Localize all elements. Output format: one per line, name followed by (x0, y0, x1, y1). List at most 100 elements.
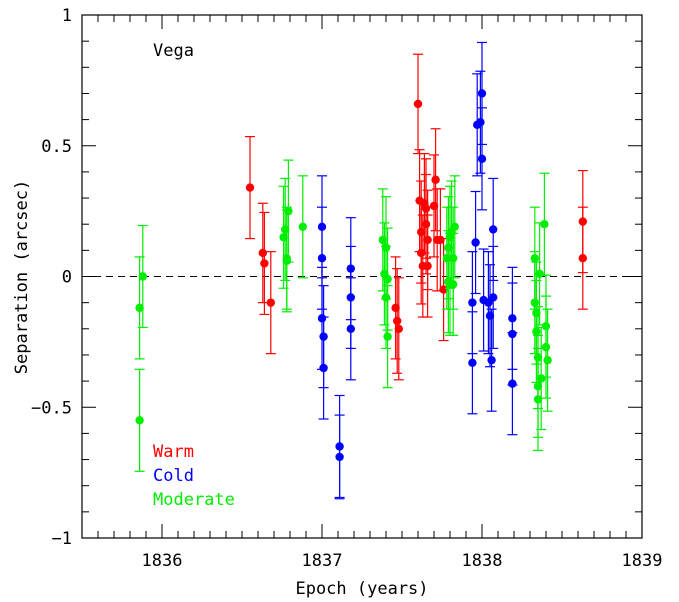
point-marker (540, 220, 549, 229)
point-marker (383, 274, 392, 284)
y-tick-label: −1 (52, 529, 72, 549)
point-marker (537, 374, 546, 383)
moderate-data-point (536, 326, 547, 431)
moderate-data-point (448, 232, 459, 336)
legend-entry-cold: Cold (153, 466, 194, 486)
warm-data-point (392, 268, 403, 374)
axis-ticks: 1836 1837 1838 1839 −1 −0.5 0 0.5 1 (31, 6, 662, 571)
point-marker (431, 175, 440, 184)
point-marker (487, 355, 496, 365)
point-marker (450, 222, 459, 232)
point-marker (317, 253, 327, 263)
point-marker (319, 363, 328, 373)
point-marker (393, 316, 402, 326)
point-marker (471, 238, 480, 247)
point-marker (383, 332, 392, 341)
point-marker (138, 272, 147, 281)
x-tick-label: 1836 (142, 551, 183, 571)
series-cold (317, 41, 518, 500)
cold-data-point (317, 266, 327, 370)
series-warm (245, 53, 588, 381)
point-marker (489, 225, 498, 234)
point-marker (381, 293, 391, 302)
warm-data-point (245, 135, 255, 240)
cold-data-point (488, 245, 499, 350)
cold-data-point (345, 277, 356, 381)
x-tick-label: 1838 (462, 551, 503, 571)
point-marker (439, 285, 448, 294)
data-marks (134, 41, 588, 500)
point-marker (436, 235, 445, 245)
moderate-data-point (297, 175, 308, 279)
point-marker (346, 324, 355, 333)
y-tick-label: 0.5 (41, 137, 72, 157)
moderate-data-point (542, 308, 553, 412)
point-marker (468, 298, 477, 307)
point-marker (258, 248, 267, 258)
point-marker (282, 256, 291, 266)
x-tick-label: 1839 (622, 551, 663, 571)
moderate-data-point (283, 159, 294, 263)
point-marker (477, 154, 487, 164)
moderate-data-point (449, 175, 460, 279)
series-moderate (134, 159, 553, 472)
warm-data-point (422, 214, 433, 318)
point-marker (421, 220, 431, 229)
y-axis-label: Separation (arcsec) (12, 180, 32, 374)
x-tick-label: 1837 (302, 551, 343, 571)
point-marker (245, 183, 255, 192)
legend-entry-moderate: Moderate (153, 490, 235, 510)
point-marker (477, 89, 487, 98)
moderate-data-point (539, 172, 550, 276)
x-axis-label: Epoch (years) (295, 579, 428, 599)
legend: Warm Cold Moderate (153, 442, 235, 510)
y-tick-label: 0 (62, 268, 72, 288)
point-marker (135, 303, 144, 313)
moderate-data-point (137, 224, 148, 329)
point-marker (260, 259, 269, 268)
point-marker (423, 261, 432, 271)
y-tick-label: 1 (62, 6, 72, 26)
legend-entry-warm: Warm (153, 442, 194, 462)
point-marker (284, 206, 293, 216)
point-marker (413, 99, 423, 109)
warm-data-point (435, 188, 446, 292)
warm-data-point (259, 211, 270, 316)
cold-data-point (486, 308, 497, 412)
warm-data-point (577, 206, 588, 310)
cold-data-point (467, 311, 478, 415)
point-marker (394, 324, 403, 333)
point-marker (535, 269, 544, 279)
moderate-data-point (134, 368, 145, 472)
cold-data-point (318, 316, 329, 420)
point-marker (541, 342, 551, 352)
warm-data-point (430, 128, 441, 232)
moderate-data-point (541, 295, 551, 399)
cold-data-point (470, 190, 481, 295)
point-marker (468, 358, 477, 367)
warm-data-point (257, 202, 268, 304)
chart-title: Vega (153, 41, 194, 61)
point-marker (533, 395, 543, 404)
cold-data-point (334, 414, 345, 500)
moderate-data-point (382, 227, 393, 331)
point-marker (476, 118, 485, 127)
point-marker (298, 222, 307, 232)
point-marker (449, 280, 458, 289)
point-marker (508, 379, 517, 388)
warm-data-point (393, 277, 404, 381)
point-marker (578, 253, 587, 263)
warm-data-point (265, 251, 276, 355)
point-marker (135, 416, 144, 425)
point-marker (530, 298, 539, 307)
cold-data-point (507, 332, 518, 436)
y-tick-label: −0.5 (31, 398, 72, 418)
warm-data-point (413, 53, 423, 155)
point-marker (543, 355, 552, 365)
point-marker (317, 314, 327, 323)
cold-data-point (477, 107, 487, 211)
point-marker (266, 298, 275, 307)
point-marker (532, 327, 541, 336)
point-marker (335, 452, 344, 462)
